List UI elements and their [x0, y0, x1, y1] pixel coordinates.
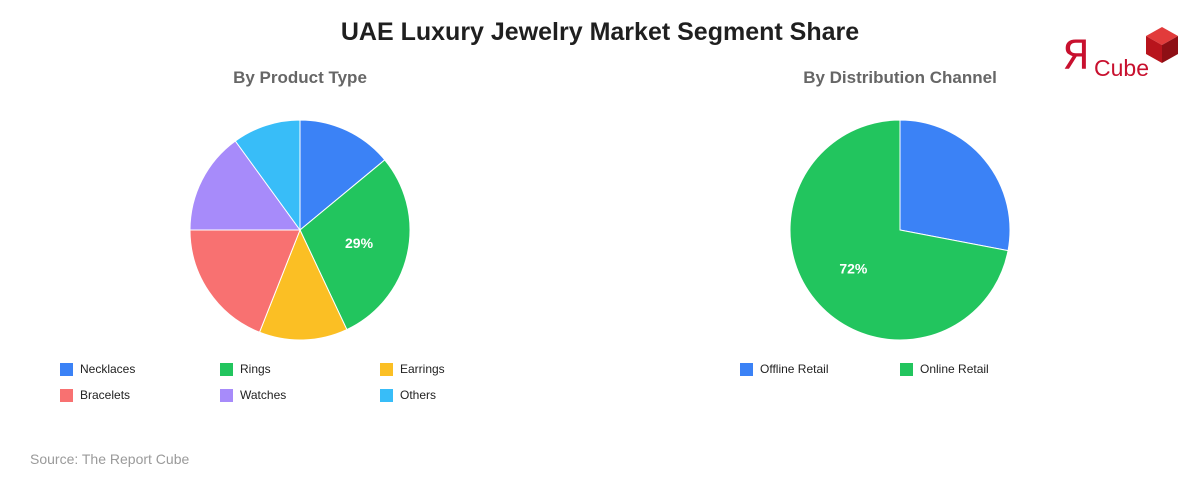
pie-slice-others[interactable] [234, 119, 301, 232]
pie-slice-offline-retail[interactable] [899, 119, 1011, 252]
logo-text: Cube [1094, 55, 1149, 81]
pie-slice-rings[interactable] [299, 159, 411, 331]
legend-item-others[interactable]: Others [380, 388, 436, 402]
legend-label: Rings [240, 362, 271, 376]
pie-slice-bracelets[interactable] [189, 229, 301, 333]
legend-swatch [220, 362, 233, 376]
pie-slice-watches[interactable] [189, 140, 301, 231]
product-type-pie: 29% [189, 119, 411, 341]
legend-label: Online Retail [920, 362, 989, 376]
product-type-subtitle: By Product Type [233, 68, 367, 87]
legend-label: Necklaces [80, 362, 136, 376]
pie-slice-online-retail[interactable] [789, 119, 1009, 341]
legend-label: Earrings [400, 362, 445, 376]
legend-item-bracelets[interactable]: Bracelets [60, 388, 130, 402]
legend-item-rings[interactable]: Rings [220, 362, 271, 376]
legend-label: Offline Retail [760, 362, 829, 376]
legend-label: Watches [240, 388, 287, 402]
report-cube-logo: Я Cube [1058, 24, 1188, 84]
legend-label: Bracelets [80, 388, 131, 402]
distribution-channel-pie: 72% [789, 119, 1011, 341]
legend-item-offline-retail[interactable]: Offline Retail [740, 362, 828, 376]
legend-swatch [220, 388, 233, 402]
legend-item-online-retail[interactable]: Online Retail [900, 362, 989, 376]
pie-slice-earrings[interactable] [258, 228, 348, 341]
pie-data-label: 29% [345, 235, 374, 251]
distribution-channel-subtitle: By Distribution Channel [803, 68, 997, 87]
legend-swatch [380, 388, 393, 402]
legend-item-watches[interactable]: Watches [220, 388, 286, 402]
legend-swatch [60, 388, 73, 402]
legend-swatch [380, 362, 393, 376]
pie-data-label: 72% [839, 261, 868, 277]
pie-slice-necklaces[interactable] [299, 119, 386, 232]
cube-icon [1146, 27, 1178, 63]
legend-label: Others [400, 388, 437, 402]
legend-item-necklaces[interactable]: Necklaces [60, 362, 135, 376]
logo-mark: Я [1062, 33, 1090, 79]
source-note: Source: The Report Cube [30, 451, 190, 467]
legend-swatch [740, 362, 753, 376]
legend-swatch [60, 362, 73, 376]
legend-item-earrings[interactable]: Earrings [380, 362, 445, 376]
chart-title: UAE Luxury Jewelry Market Segment Share [340, 18, 860, 46]
legend-swatch [900, 362, 913, 376]
